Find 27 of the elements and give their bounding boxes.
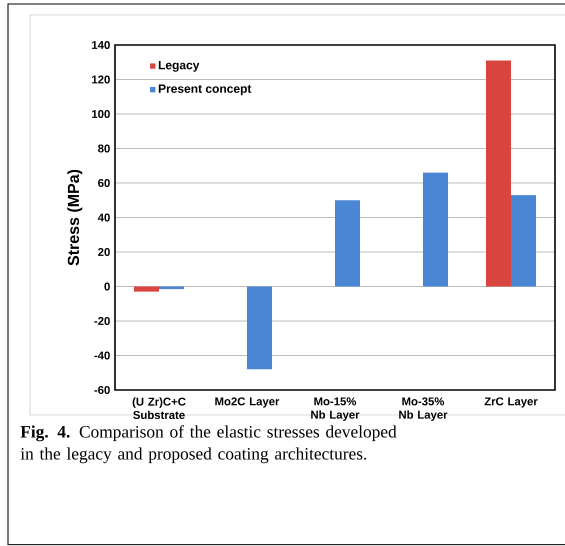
x-tick-label: Mo-15% Nb Layer (311, 397, 360, 421)
bar (510, 195, 536, 286)
y-tick-label: -20 (94, 316, 110, 325)
y-axis-title: Stress (MPa) (67, 170, 82, 266)
x-tick-label: (U Zr)C+C Substrate (132, 397, 186, 420)
y-tick-label: -60 (94, 386, 110, 394)
bar (159, 286, 184, 290)
legend-label: Legacy (158, 60, 200, 72)
y-tick-label: 20 (98, 248, 110, 256)
x-tick-label: Mo-35% Nb Layer (399, 397, 448, 421)
legend-label: Present concept (158, 84, 252, 96)
x-tick-label: Mo2C Layer (215, 397, 280, 408)
y-tick-label: 60 (98, 178, 110, 187)
y-tick-label: 80 (98, 144, 110, 152)
bar (247, 286, 272, 370)
y-tick-label: 100 (92, 110, 110, 118)
y-tick-label: -40 (94, 351, 110, 360)
y-tick-label: 120 (92, 75, 110, 84)
y-tick-label: 40 (98, 213, 110, 222)
bar (335, 200, 360, 286)
bar (422, 172, 448, 286)
bar (486, 60, 511, 286)
x-tick-label: ZrC Layer (484, 397, 538, 408)
y-tick-label: 140 (92, 40, 110, 49)
text: Fig. 4. Comparison of the elastic stresses developed in the legacy and proposed coating architectures. (20, 425, 396, 464)
y-tick-label: 0 (104, 282, 110, 290)
bar (134, 286, 159, 292)
